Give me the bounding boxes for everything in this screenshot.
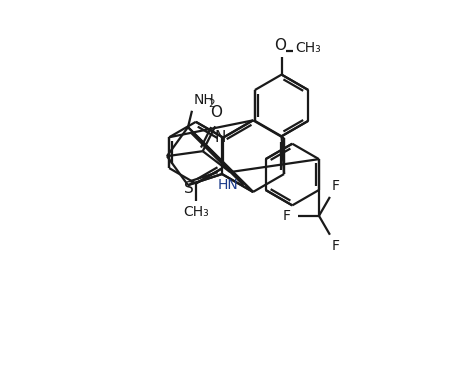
Text: NH: NH xyxy=(194,93,215,107)
Text: O: O xyxy=(274,38,286,53)
Text: F: F xyxy=(283,209,291,223)
Text: F: F xyxy=(332,239,340,253)
Text: CH₃: CH₃ xyxy=(296,41,321,55)
Text: CH₃: CH₃ xyxy=(183,205,209,219)
Text: F: F xyxy=(332,179,340,193)
Text: S: S xyxy=(184,181,193,196)
Text: HN: HN xyxy=(217,178,238,192)
Text: 2: 2 xyxy=(208,99,215,109)
Text: O: O xyxy=(210,105,222,120)
Text: N: N xyxy=(214,130,226,145)
